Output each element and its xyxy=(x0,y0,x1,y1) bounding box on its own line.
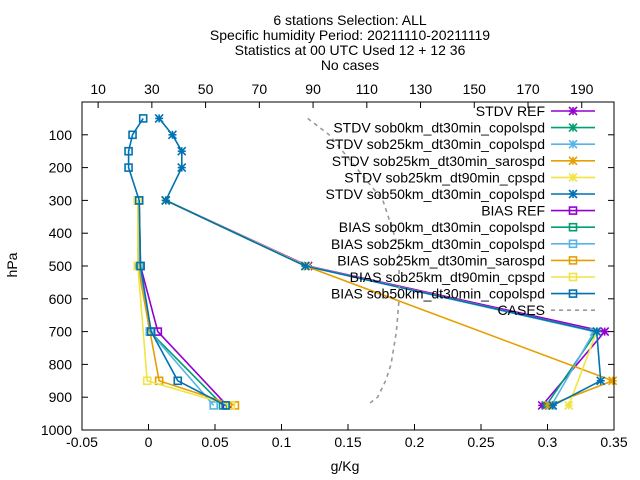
series-6-line xyxy=(138,200,228,406)
y-tick-label-3: 400 xyxy=(49,225,73,241)
legend-label-10: BIAS sob25km_dt90min_cpspd xyxy=(350,269,545,285)
legend-marker-10 xyxy=(568,272,578,282)
series-5 xyxy=(154,113,606,410)
x-tick-label-3: 0.1 xyxy=(272,434,292,450)
y-tick-label-0: 100 xyxy=(49,127,73,143)
x-axis-label: g/Kg xyxy=(331,458,360,474)
x-tick-label-8: 0.35 xyxy=(600,434,627,450)
series-11-point-5 xyxy=(124,163,133,172)
legend-label-12: CASES xyxy=(498,302,545,318)
x-tick-label-5: 0.2 xyxy=(405,434,425,450)
series-11 xyxy=(124,114,230,410)
series-10-point-1 xyxy=(142,376,152,386)
legend-marker-5 xyxy=(568,189,578,199)
series-5-point-6 xyxy=(177,146,187,156)
series-5-point-1 xyxy=(596,376,606,386)
y-tick-label-7: 800 xyxy=(49,356,73,372)
series-11-point-4 xyxy=(134,196,144,205)
legend-label-9: BIAS sob25km_dt30min_sarospd xyxy=(337,252,545,268)
series-11-point-8 xyxy=(138,114,148,123)
legend-marker-11 xyxy=(568,289,578,298)
legend-marker-0 xyxy=(568,106,578,116)
series-10-line xyxy=(137,200,232,407)
chart-title-line-3: Statistics at 00 UTC Used 12 + 12 36 xyxy=(234,42,466,58)
x2-tick-label-8: 170 xyxy=(516,81,540,97)
series-5-point-0 xyxy=(548,400,558,410)
y-tick-label-6: 700 xyxy=(49,324,73,340)
legend-label-2: STDV sob25km_dt30min_copolspd xyxy=(326,136,545,152)
y-tick-label-8: 900 xyxy=(49,389,73,405)
series-layer xyxy=(124,113,618,410)
x2-tick-label-9: 190 xyxy=(570,81,594,97)
series-8-line xyxy=(137,200,215,406)
series-11-point-6 xyxy=(124,146,133,156)
series-0-point-1 xyxy=(600,327,610,337)
series-5-point-7 xyxy=(167,130,178,140)
chart-title-line-1: 6 stations Selection: ALL xyxy=(273,12,427,28)
x-tick-label-1: 0 xyxy=(145,434,153,450)
y-tick-label-9: 1000 xyxy=(41,422,72,438)
legend-marker-1 xyxy=(568,123,578,133)
series-11-point-0 xyxy=(221,401,230,410)
series-11-point-7 xyxy=(128,130,137,140)
series-11-point-2 xyxy=(146,327,156,336)
x2-tick-label-4: 90 xyxy=(305,81,321,97)
x2-tick-label-2: 50 xyxy=(198,81,214,97)
series-11-line xyxy=(127,117,226,407)
x-tick-label-6: 0.25 xyxy=(467,434,494,450)
chart-title-line-4: No cases xyxy=(320,57,380,73)
series-10-point-0 xyxy=(226,401,236,410)
legend-marker-4 xyxy=(568,172,578,182)
y-axis-label: hPa xyxy=(4,252,20,277)
x2-tick-label-3: 70 xyxy=(252,81,268,97)
series-5-point-3 xyxy=(300,261,311,271)
x2-tick-label-1: 30 xyxy=(144,81,160,97)
x2-tick-label-6: 130 xyxy=(409,81,433,97)
series-5-point-5 xyxy=(177,163,187,173)
y-tick-label-2: 300 xyxy=(49,192,73,208)
series-4-point-0 xyxy=(564,400,574,410)
chart-title-block: 6 stations Selection: ALL Specific humid… xyxy=(150,13,550,73)
series-8-point-0 xyxy=(209,401,218,410)
legend-marker-7 xyxy=(568,222,578,232)
legend-marker-8 xyxy=(568,239,578,249)
y-tick-label-1: 200 xyxy=(49,160,73,176)
x-tick-label-2: 0.05 xyxy=(201,434,228,450)
x-tick-label-4: 0.15 xyxy=(334,434,361,450)
legend-label-6: BIAS REF xyxy=(481,203,545,219)
legend-label-8: BIAS sob25km_dt30min_copolspd xyxy=(331,236,545,252)
legend-label-1: STDV sob0km_dt30min_copolspd xyxy=(333,120,545,136)
x-tick-label-0: -0.05 xyxy=(66,434,98,450)
legend-label-3: STDV sob25km_dt30min_sarospd xyxy=(332,153,545,169)
axis-layer: -0.05 0 0.05 0.1 0.15 0.2 0.25 0.3 0.35 10 30 50 70 9… xyxy=(41,81,628,450)
y-tick-label-4: 500 xyxy=(49,258,73,274)
legend-label-5: STDV sob50km_dt30min_copolspd xyxy=(326,186,545,202)
series-3-point-1 xyxy=(608,376,618,386)
x2-tick-label-7: 150 xyxy=(463,81,487,97)
legend-label-11: BIAS sob50km_dt30min_copolspd xyxy=(331,286,545,302)
x2-tick-label-5: 110 xyxy=(356,81,379,97)
y-tick-label-5: 600 xyxy=(49,291,73,307)
series-5-point-8 xyxy=(154,113,164,123)
legend-marker-6 xyxy=(568,206,578,215)
legend-marker-9 xyxy=(568,256,578,265)
legend-label-4: STDV sob25km_dt90min_cpspd xyxy=(344,169,545,185)
legend-marker-2 xyxy=(568,139,578,149)
legend-label-0: STDV REF xyxy=(476,103,545,119)
series-5-point-2 xyxy=(592,327,602,337)
legend-marker-3 xyxy=(568,156,578,166)
x-tick-label-7: 0.3 xyxy=(538,434,558,450)
series-10 xyxy=(133,196,236,410)
series-11-point-3 xyxy=(136,261,145,271)
series-11-point-1 xyxy=(173,376,183,386)
chart-title-line-2: Specific humidity Period: 20211110-20211… xyxy=(209,27,491,43)
series-5-point-4 xyxy=(161,195,171,205)
legend-label-7: BIAS sob0km_dt30min_copolspd xyxy=(339,219,545,235)
x2-tick-label-0: 10 xyxy=(90,81,106,97)
